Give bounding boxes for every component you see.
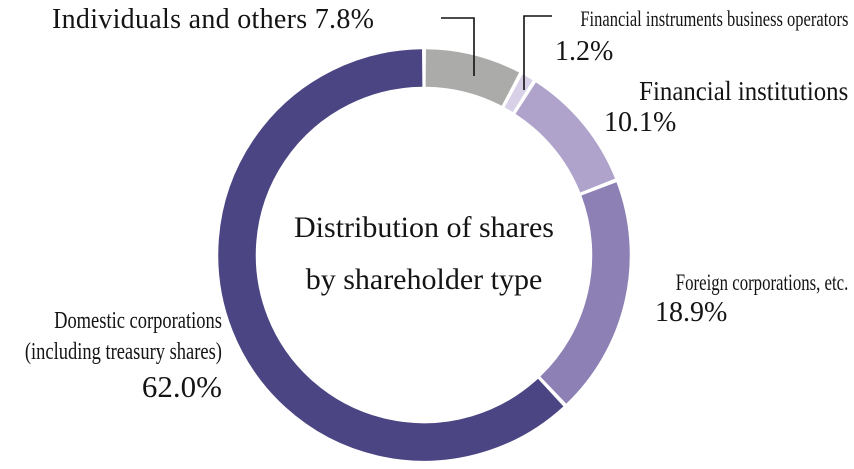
- chart-title-line1: Distribution of shares: [294, 211, 554, 244]
- donut-segment-financial-institutions: [515, 82, 616, 193]
- label-financial-institutions-name: Financial institutions: [638, 76, 848, 106]
- donut-segment-financial-instruments: [504, 74, 533, 113]
- label-domestic-corporations-line2: (including treasury shares): [24, 339, 222, 365]
- donut-segment-individuals: [425, 49, 520, 107]
- chart-title-line2: by shareholder type: [305, 263, 543, 296]
- label-domestic-corporations: Domestic corporations (including treasur…: [0, 306, 222, 405]
- label-domestic-corporations-pct: 62.0%: [141, 369, 222, 404]
- donut-segment-foreign-corporations: [540, 182, 630, 404]
- label-foreign-corporations-name: Foreign corporations, etc.: [675, 270, 848, 295]
- donut-segments: [218, 49, 630, 461]
- donut-segment-domestic-corporations: [218, 49, 564, 461]
- label-individuals-and-others: Individuals and others 7.8%: [52, 4, 375, 35]
- leader-line-financial-instruments: [523, 15, 552, 90]
- label-financial-instruments-pct: 1.2%: [555, 36, 614, 67]
- leader-line-individuals: [441, 17, 475, 76]
- label-foreign-corporations-pct: 18.9%: [655, 297, 728, 328]
- label-financial-instruments-name: Financial instruments business operators: [579, 6, 848, 31]
- label-domestic-corporations-line1: Domestic corporations: [54, 308, 223, 334]
- chart-title: Distribution of shares by shareholder ty…: [294, 209, 554, 299]
- label-financial-institutions-pct: 10.1%: [604, 107, 677, 138]
